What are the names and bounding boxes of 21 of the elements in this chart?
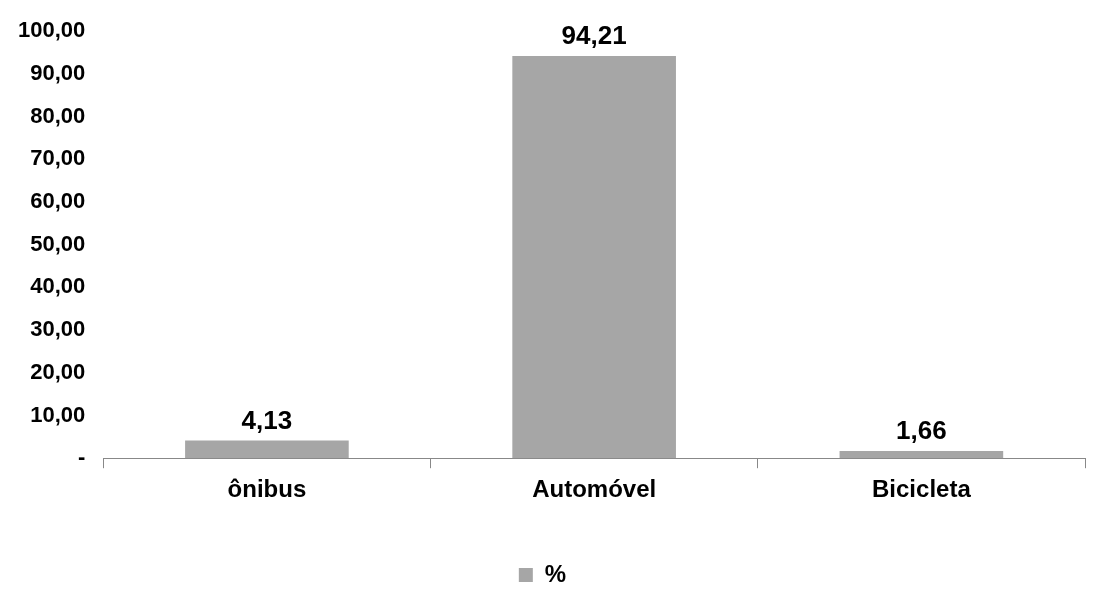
- y-tick-label: -: [77, 444, 86, 470]
- y-tick-label: 10,00: [30, 401, 86, 427]
- legend-label: %: [544, 559, 567, 587]
- bar: [512, 55, 676, 459]
- bar: [185, 440, 349, 459]
- x-tick-label: Automóvel: [532, 475, 657, 503]
- y-tick-label: 60,00: [30, 188, 86, 214]
- y-tick-label: 20,00: [30, 358, 86, 384]
- data-label: 1,66: [896, 415, 947, 446]
- x-tick-label: Bicicleta: [872, 475, 972, 503]
- data-label: 4,13: [241, 404, 293, 435]
- y-tick-label: 70,00: [30, 145, 86, 171]
- y-tick-label: 80,00: [30, 102, 86, 128]
- data-label: 94,21: [561, 20, 627, 51]
- bar: [839, 451, 1004, 459]
- y-tick-label: 50,00: [30, 230, 86, 256]
- y-tick-label: 30,00: [30, 316, 86, 342]
- y-tick-label: 40,00: [30, 273, 86, 299]
- x-tick-label: ônibus: [227, 475, 307, 503]
- y-tick-label: 100,00: [17, 17, 86, 43]
- y-tick-label: 90,00: [30, 59, 86, 85]
